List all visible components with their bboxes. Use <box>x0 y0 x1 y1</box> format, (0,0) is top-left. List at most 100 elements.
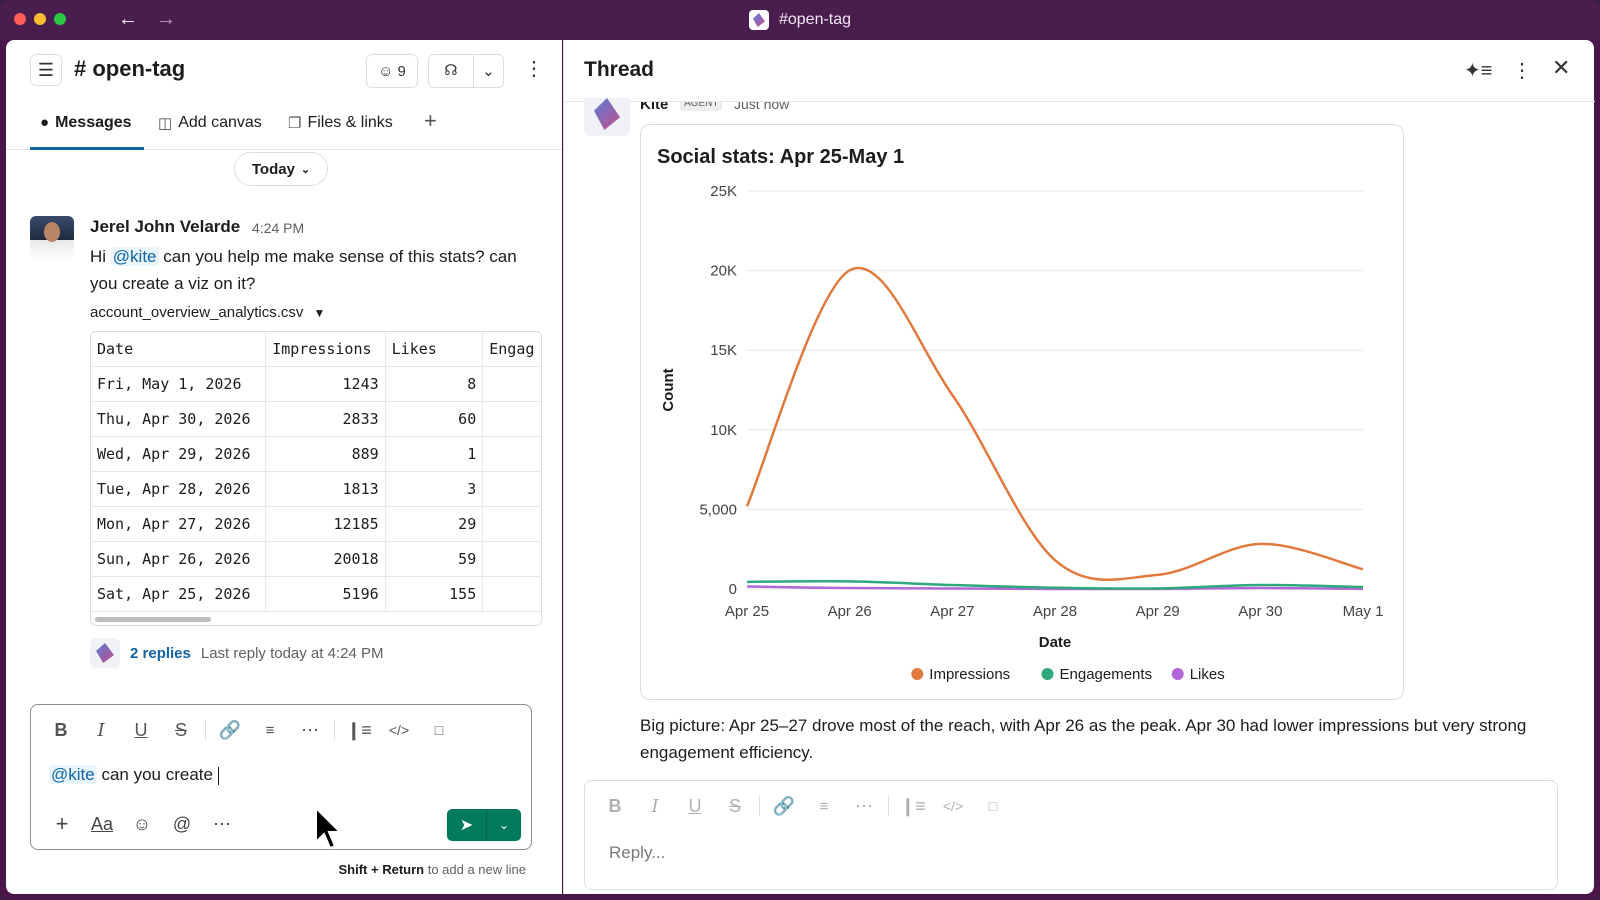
line-chart: Social stats: Apr 25-May 1 0 5,000 10K 15K 20… <box>657 146 1383 683</box>
table-cell: 889 <box>266 436 386 472</box>
series-line-engagements <box>746 579 1364 590</box>
ordered-list-icon[interactable]: ≡ <box>265 721 275 739</box>
back-arrow-icon[interactable]: ← <box>118 8 138 30</box>
table-cell: Sat, Apr 25, 2026 <box>91 576 267 612</box>
file-attachment-header[interactable]: account_overview_analytics.csv ▼ <box>90 304 325 321</box>
link-icon[interactable]: 🔗 <box>218 719 242 740</box>
thread-timestamp[interactable]: Just now <box>734 96 790 112</box>
composer-mention[interactable]: @kite <box>49 765 97 784</box>
mention-icon[interactable]: @ <box>172 813 192 834</box>
chevron-down-icon[interactable]: ⌄ <box>498 818 510 832</box>
table-row: Sat, Apr 25, 2026 5196 155 <box>91 576 541 612</box>
y-tick-label: 25K <box>710 183 737 200</box>
legend-label-likes: Likes <box>1190 666 1225 683</box>
send-icon[interactable]: ➤ <box>447 809 487 841</box>
underline-icon[interactable]: U <box>688 795 702 816</box>
table-row: Tue, Apr 28, 2026 1813 3 <box>91 471 541 507</box>
send-button[interactable]: ➤ ⌄ <box>447 809 521 841</box>
y-tick-label: 10K <box>710 422 737 439</box>
table-row: Sun, Apr 26, 2026 20018 59 <box>91 541 541 577</box>
code-block-icon[interactable]: □ <box>988 798 998 814</box>
italic-icon[interactable]: I <box>651 795 659 817</box>
text-format-icon[interactable]: Aa <box>90 813 114 834</box>
message-composer[interactable]: B I U S 🔗 ≡ ⋯ ❙≡ </> □ @kite can you cre… <box>30 704 532 850</box>
code-icon[interactable]: </> <box>942 798 964 814</box>
thread-title: Thread <box>584 58 655 81</box>
kebab-menu-icon[interactable]: ⋮ <box>524 58 544 80</box>
strikethrough-icon[interactable]: S <box>174 719 187 740</box>
table-row: Wed, Apr 29, 2026 889 1 <box>91 436 541 472</box>
thread-author[interactable]: Kite <box>640 96 669 113</box>
date-divider[interactable]: Today ⌄ <box>234 152 328 186</box>
thread-replies-summary[interactable]: 2 replies Last reply today at 4:24 PM <box>90 638 383 668</box>
composer-input[interactable]: @kite can you create <box>49 765 219 785</box>
table-cell: 2833 <box>266 401 386 437</box>
italic-icon[interactable]: I <box>97 719 105 741</box>
x-tick-label: Apr 30 <box>1238 603 1282 620</box>
canvas-icon: ◫ <box>158 115 173 132</box>
link-icon[interactable]: 🔗 <box>772 795 796 816</box>
bulleted-list-icon[interactable]: ⋯ <box>301 719 319 740</box>
sparkle-list-icon[interactable]: ✦≡ <box>1464 60 1493 82</box>
message-author[interactable]: Jerel John Velarde <box>90 217 241 236</box>
avatar[interactable] <box>584 98 630 136</box>
huddle-button[interactable]: ☊ ⌄ <box>428 54 504 88</box>
window-title: #open-tag <box>778 11 852 28</box>
more-icon[interactable]: ⋯ <box>213 813 231 834</box>
reply-composer[interactable]: B I U S 🔗 ≡ ⋯ ❙≡ </> □ Reply... <box>584 780 1558 890</box>
legend-swatch-likes <box>1171 668 1184 680</box>
reply-input-placeholder[interactable]: Reply... <box>609 843 666 862</box>
underline-icon[interactable]: U <box>134 719 148 740</box>
table-cell: 20018 <box>266 541 386 577</box>
tab-add-canvas[interactable]: ◫ Add canvas <box>158 114 262 150</box>
composer-hint: Shift + Return to add a new line <box>339 862 527 877</box>
table-cell <box>483 437 541 472</box>
table-cell <box>483 577 541 612</box>
add-tab-button[interactable]: + <box>424 108 437 133</box>
close-window-button[interactable] <box>14 13 26 25</box>
members-button[interactable]: ☺ 9 <box>366 54 418 88</box>
channel-title[interactable]: # open-tag <box>74 56 186 81</box>
strikethrough-icon[interactable]: S <box>728 795 741 816</box>
message-timestamp[interactable]: 4:24 PM <box>252 220 305 236</box>
files-icon: ❐ <box>288 115 302 132</box>
headphones-icon[interactable]: ☊ <box>429 54 474 88</box>
table-cell: 1243 <box>266 366 386 402</box>
chevron-down-icon[interactable]: ⌄ <box>482 63 495 80</box>
code-icon[interactable]: </> <box>388 722 410 738</box>
plus-icon[interactable]: + <box>55 811 69 836</box>
bold-icon[interactable]: B <box>608 795 622 816</box>
table-cell: 29 <box>386 506 484 542</box>
ordered-list-icon[interactable]: ≡ <box>819 797 829 815</box>
legend-swatch-engagements <box>1041 668 1054 680</box>
caret-down-icon: ▼ <box>313 305 326 320</box>
emoji-icon[interactable]: ☺ <box>132 813 152 834</box>
tab-files-links[interactable]: ❐ Files & links <box>288 114 393 150</box>
y-axis-label: Count <box>660 368 677 411</box>
last-reply-time: Last reply today at 4:24 PM <box>200 644 384 662</box>
bulleted-list-icon[interactable]: ⋯ <box>855 795 873 816</box>
channel-tabs: ● Messages ◫ Add canvas ❐ Files & links … <box>6 104 562 150</box>
sidebar-toggle-icon[interactable]: ☰ <box>30 54 62 86</box>
replies-link[interactable]: 2 replies <box>130 644 191 662</box>
zoom-window-button[interactable] <box>54 13 66 25</box>
forward-arrow-icon[interactable]: → <box>156 8 176 30</box>
blockquote-icon[interactable]: ❙≡ <box>900 795 926 816</box>
table-cell: 12185 <box>266 506 386 542</box>
thread-header: Thread ✦≡ ⋮ ✕ <box>564 40 1595 102</box>
table-cell: Thu, Apr 30, 2026 <box>91 401 267 437</box>
table-horizontal-scrollbar[interactable] <box>95 617 211 622</box>
csv-preview-table[interactable]: Date Impressions Likes Engag Fri, May 1,… <box>90 331 542 626</box>
code-block-icon[interactable]: □ <box>434 722 444 738</box>
minimize-window-button[interactable] <box>34 13 46 25</box>
close-icon[interactable]: ✕ <box>1552 55 1571 80</box>
tab-messages[interactable]: ● Messages <box>30 114 144 150</box>
mention-link[interactable]: @kite <box>110 247 159 266</box>
blockquote-icon[interactable]: ❙≡ <box>346 719 372 740</box>
message-bubble-icon: ● <box>40 114 50 131</box>
bold-icon[interactable]: B <box>54 719 68 740</box>
avatar[interactable] <box>30 216 74 260</box>
kebab-menu-icon[interactable]: ⋮ <box>1512 60 1532 82</box>
legend-swatch-impressions <box>911 668 924 680</box>
table-header-row: Date Impressions Likes Engag <box>91 332 541 367</box>
